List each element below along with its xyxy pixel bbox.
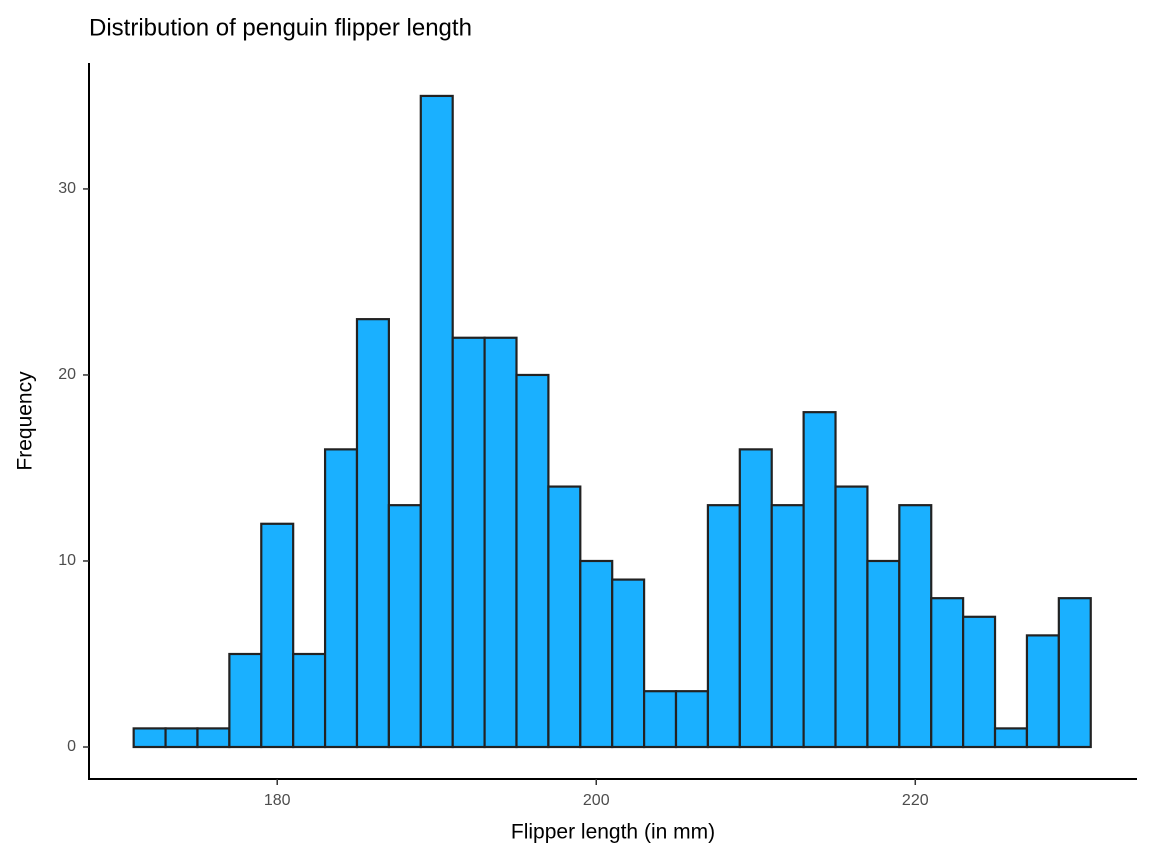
bars [132,94,1092,749]
bar [579,559,614,749]
x-tick-label: 220 [902,792,929,809]
bar [866,559,901,749]
bar [228,652,263,749]
bar [643,690,678,749]
bar [674,690,710,749]
x-tick-label: 200 [583,792,610,809]
bar [292,652,327,749]
y-axis-title: Frequency [14,371,37,471]
bar [355,318,390,749]
bar [164,727,199,749]
bar [898,504,933,749]
bar [387,504,422,749]
y-tick-label: 10 [58,552,76,569]
bar [611,578,646,749]
bar [706,504,741,749]
chart-title: Distribution of penguin flipper length [89,14,472,41]
x-tick-label: 180 [264,792,291,809]
y-tick-label: 30 [58,180,76,197]
bar [834,485,869,749]
y-tick-label: 0 [67,738,76,755]
bar [323,448,359,749]
bar [196,727,231,749]
bar [962,615,997,749]
y-tick-label: 20 [58,366,76,383]
bar [451,336,486,749]
x-axis-title: Flipper length (in mm) [511,821,715,844]
bar [515,373,550,749]
bar [770,504,805,749]
bar [802,411,837,749]
bar [930,597,965,749]
bar [547,485,582,749]
bar [993,727,1029,749]
bar [1025,634,1060,749]
bar [483,336,518,749]
bar [1057,597,1092,749]
bar [132,727,167,749]
bar [260,522,295,749]
bar [419,94,454,749]
bar [738,448,773,749]
